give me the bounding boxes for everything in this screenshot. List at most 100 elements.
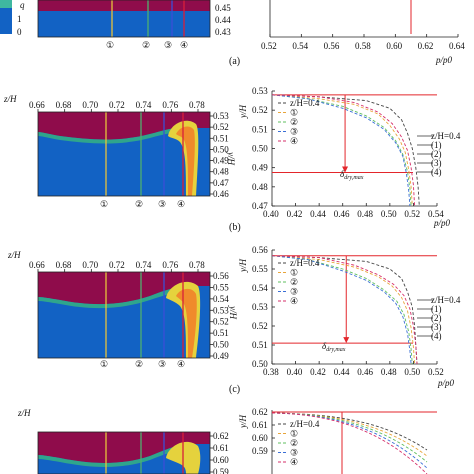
side-marker-label: (1) bbox=[431, 304, 442, 314]
colorbar-a-tick-044: 0.44 bbox=[215, 15, 231, 25]
legend-label: ③ bbox=[290, 127, 298, 137]
legend-label: ③ bbox=[290, 448, 298, 458]
profile-a-xlabel: p/p0 bbox=[435, 55, 453, 65]
legend-label: z/H=0.4 bbox=[290, 98, 320, 108]
probe-marker-c-1: ① bbox=[100, 359, 108, 369]
caption-a: (a) bbox=[229, 56, 240, 67]
legend-label: ② bbox=[290, 277, 298, 287]
contour-xtick-label: 0.66 bbox=[29, 100, 45, 110]
probe-marker-a-2: ② bbox=[142, 40, 150, 50]
profile-ytick-label: 0.52 bbox=[252, 105, 268, 115]
profile-xtick-label: 0.44 bbox=[334, 367, 350, 377]
contour-xtick-label: 0.68 bbox=[56, 100, 72, 110]
profile-xtick-label: 0.46 bbox=[334, 209, 350, 219]
profile-xtick-label: 0.42 bbox=[310, 367, 326, 377]
legend-label: z/H=0.4 bbox=[290, 258, 320, 268]
profile-ytick-label: 0.49 bbox=[252, 163, 268, 173]
profile-a-xtick-label: 0.52 bbox=[261, 41, 277, 51]
contour-xtick-label: 0.76 bbox=[162, 260, 178, 270]
profile-c-delta-label: δdry,max bbox=[322, 341, 346, 353]
colorbar-a-fragment bbox=[0, 0, 12, 34]
legend-label: ② bbox=[290, 438, 298, 448]
panel-c: z/H 0.66 0.68 0.70 0.72 0.74 0.76 0.78 0.560.5… bbox=[7, 245, 461, 395]
contour-xtick-label: 0.76 bbox=[162, 100, 178, 110]
contour-a-red-field bbox=[38, 0, 210, 11]
contour-ytick-label: 0.46 bbox=[213, 189, 229, 199]
probe-marker-b-2: ② bbox=[135, 199, 143, 209]
contour-b-frame bbox=[37, 111, 211, 197]
contour-a-frame bbox=[37, 0, 211, 38]
profile-xtick-label: 0.48 bbox=[357, 209, 373, 219]
probe-marker-b-3: ③ bbox=[158, 199, 166, 209]
profile-series-line bbox=[271, 412, 428, 474]
contour-d-frame bbox=[37, 431, 211, 474]
colorbar-symbol: q bbox=[20, 0, 25, 10]
profile-ytick-label: 0.53 bbox=[252, 86, 268, 96]
contour-xtick-label: 0.74 bbox=[136, 260, 152, 270]
profile-ytick-label: 0.56 bbox=[252, 245, 268, 255]
legend-label: ④ bbox=[290, 296, 298, 306]
profile-b-ylabel: y/H bbox=[238, 105, 248, 119]
legend-label: ① bbox=[290, 429, 298, 439]
colorbar-a-tick-043: 0.43 bbox=[215, 27, 231, 37]
profile-ytick-label: 0.50 bbox=[252, 359, 268, 369]
profile-a-xtick-label: 0.60 bbox=[386, 41, 402, 51]
contour-xtick-label: 0.74 bbox=[136, 100, 152, 110]
contour-ytick-label: 0.49 bbox=[213, 156, 229, 166]
profile-series-line bbox=[271, 255, 416, 365]
contour-c-xticks: 0.66 0.68 0.70 0.72 0.74 0.76 0.78 bbox=[29, 260, 205, 272]
profile-ytick-label: 0.61 bbox=[252, 420, 268, 430]
probe-marker-c-3: ③ bbox=[158, 359, 166, 369]
caption-c: (c) bbox=[229, 384, 240, 395]
legend-label: ③ bbox=[290, 287, 298, 297]
colorbar-tick-0: 0 bbox=[17, 27, 22, 37]
profile-c-ylabel: y/H bbox=[238, 259, 248, 273]
profile-xtick-label: 0.40 bbox=[287, 367, 303, 377]
contour-ytick-label: 0.51 bbox=[213, 133, 229, 143]
contour-xtick-label: 0.78 bbox=[189, 100, 205, 110]
contour-ytick-label: 0.56 bbox=[213, 271, 229, 281]
profile-series-line bbox=[271, 255, 412, 365]
profile-series-line bbox=[271, 255, 413, 365]
profile-ytick-label: 0.53 bbox=[252, 302, 268, 312]
contour-d-zlabel: z/H bbox=[17, 408, 31, 418]
contour-d-red-region bbox=[38, 432, 210, 463]
contour-b-xticks: 0.66 0.68 0.70 0.72 0.74 0.76 0.78 bbox=[29, 100, 205, 112]
contour-b-mixing-band bbox=[38, 127, 186, 144]
profile-series-line bbox=[271, 94, 411, 207]
profile-ytick-label: 0.55 bbox=[252, 264, 268, 274]
profile-ytick-label: 0.51 bbox=[252, 124, 268, 134]
side-marker-label: (4) bbox=[431, 331, 442, 341]
profile-delta-arrow-head bbox=[342, 166, 349, 173]
contour-b-red-region bbox=[38, 112, 210, 140]
contour-ytick-label: 0.55 bbox=[213, 282, 229, 292]
contour-c-red-region bbox=[38, 272, 210, 305]
profile-xtick-label: 0.52 bbox=[428, 367, 444, 377]
profile-d-ylabel: y/H bbox=[238, 415, 248, 429]
contour-xtick-label: 0.78 bbox=[189, 260, 205, 270]
side-marker-label: z/H=0.4 bbox=[431, 295, 461, 305]
contour-ytick-label: 0.50 bbox=[213, 144, 229, 154]
profile-xtick-label: 0.42 bbox=[287, 209, 303, 219]
probe-marker-a-4: ④ bbox=[180, 40, 188, 50]
contour-c-plume-core bbox=[176, 288, 197, 358]
profile-ytick-label: 0.54 bbox=[252, 283, 268, 293]
contour-c-zlabel: z/H bbox=[7, 250, 21, 260]
contour-b-plume-core bbox=[176, 126, 195, 196]
profile-series-line bbox=[271, 255, 418, 365]
contour-xtick-label: 0.68 bbox=[56, 260, 72, 270]
profile-delta-arrow-head bbox=[343, 337, 350, 344]
profile-ytick-label: 0.51 bbox=[252, 340, 268, 350]
contour-ytick-label: 0.54 bbox=[213, 294, 229, 304]
contour-ytick-label: 0.59 bbox=[213, 467, 229, 474]
contour-ytick-label: 0.61 bbox=[213, 443, 229, 453]
contour-ytick-label: 0.49 bbox=[213, 351, 229, 361]
profile-a-xtick-label: 0.54 bbox=[292, 41, 308, 51]
panel-d: z/H 0.62 0.61 0.60 0.59 0.62 0.61 0.60 0.59 z/H… bbox=[17, 407, 437, 474]
probe-marker-b-4: ④ bbox=[177, 199, 185, 209]
side-marker-label: z/H=0.4 bbox=[431, 131, 461, 141]
profile-ytick-label: 0.62 bbox=[252, 407, 268, 417]
contour-ytick-label: 0.51 bbox=[213, 328, 229, 338]
